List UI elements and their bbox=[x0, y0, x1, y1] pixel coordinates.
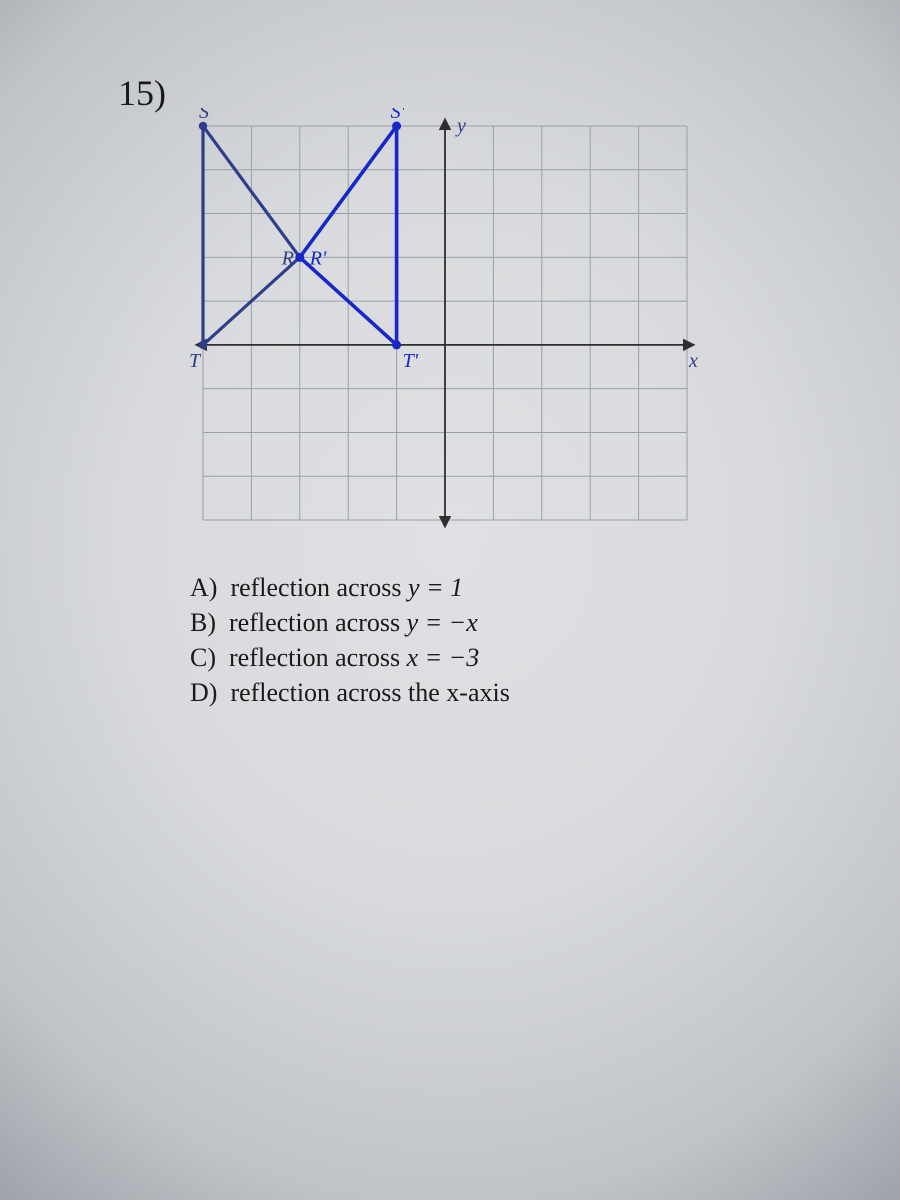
choice-a: A) reflection across y = 1 bbox=[190, 570, 510, 605]
choice-c: C) reflection across x = −3 bbox=[190, 640, 510, 675]
question-number: 15) bbox=[118, 72, 166, 114]
svg-text:T': T' bbox=[403, 350, 419, 372]
svg-text:R: R bbox=[281, 247, 294, 269]
svg-text:S': S' bbox=[391, 108, 406, 123]
page: 15) x y S T R S' T' R' A) reflection across y =… bbox=[0, 0, 900, 1200]
choice-b: B) reflection across y = −x bbox=[190, 605, 510, 640]
svg-text:y: y bbox=[455, 115, 466, 137]
svg-text:R': R' bbox=[309, 247, 327, 269]
svg-text:T: T bbox=[189, 350, 202, 372]
choice-d: D) reflection across the x-axis bbox=[190, 675, 510, 710]
answer-choices: A) reflection across y = 1 B) reflection… bbox=[190, 570, 510, 710]
svg-text:x: x bbox=[688, 350, 698, 372]
coordinate-graph: x y S T R S' T' R' bbox=[185, 108, 705, 538]
svg-text:S: S bbox=[199, 108, 209, 123]
